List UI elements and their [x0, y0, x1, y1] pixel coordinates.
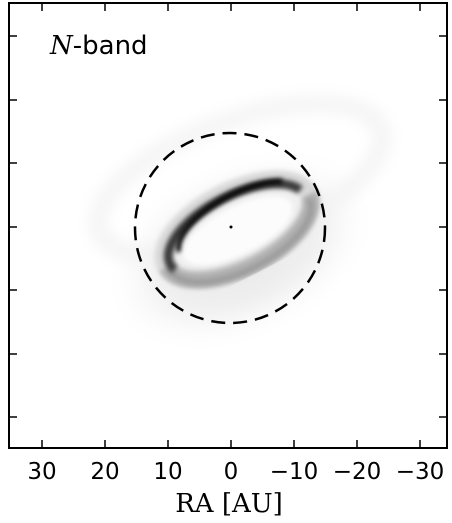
- x-tick-label-10: 10: [153, 459, 182, 485]
- x-tick-label-30: 30: [27, 459, 56, 485]
- y-ticks-right: [439, 35, 447, 418]
- x-tick-label-neg10: −10: [270, 459, 319, 485]
- x-ticks-top: [41, 3, 421, 11]
- disk-ring: [154, 170, 320, 289]
- central-star: [229, 225, 233, 229]
- plot-frame: [8, 2, 448, 449]
- band-label: N-band: [49, 31, 148, 61]
- x-tick-label-20: 20: [90, 459, 119, 485]
- x-tick-label-neg20: −20: [333, 459, 382, 485]
- band-letter: N: [49, 31, 74, 61]
- x-axis-title: RA [AU]: [175, 489, 283, 519]
- band-suffix: -band: [73, 31, 148, 61]
- x-tick-label-0: 0: [224, 459, 239, 485]
- x-tick-label-neg30: −30: [396, 459, 445, 485]
- dashed-circle: [133, 131, 327, 325]
- y-ticks-left: [9, 35, 17, 418]
- x-ticks-bottom: [41, 440, 421, 448]
